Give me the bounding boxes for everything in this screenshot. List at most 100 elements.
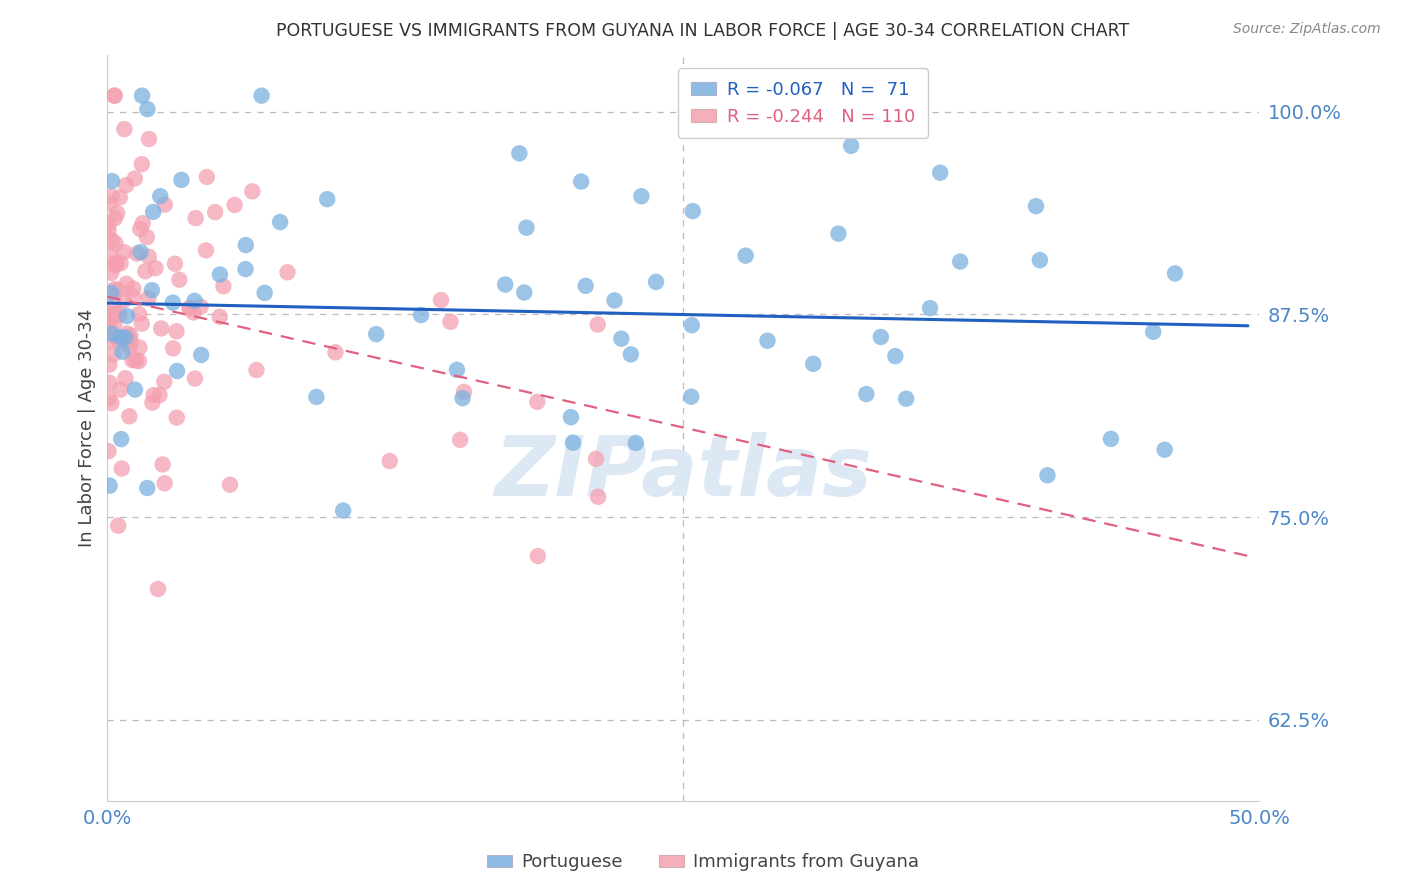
- Point: [103, 299, 125, 313]
- Point: [235, 262, 257, 277]
- Point: [101, 174, 124, 188]
- Point: [118, 340, 141, 354]
- Point: [110, 330, 132, 344]
- Point: [145, 261, 167, 276]
- Point: [305, 390, 328, 404]
- Point: [114, 371, 136, 385]
- Point: [112, 293, 135, 307]
- Point: [129, 245, 152, 260]
- Point: [100, 326, 122, 341]
- Point: [141, 283, 163, 297]
- Point: [111, 461, 134, 475]
- Point: [166, 324, 188, 338]
- Point: [162, 342, 184, 356]
- Point: [97, 444, 120, 458]
- Point: [195, 169, 218, 184]
- Point: [110, 256, 132, 270]
- Point: [98, 317, 121, 331]
- Point: [122, 290, 145, 304]
- Point: [97, 391, 120, 405]
- Point: [122, 282, 145, 296]
- Point: [97, 224, 120, 238]
- Point: [430, 293, 453, 307]
- Point: [624, 436, 647, 450]
- Point: [104, 308, 127, 322]
- Point: [235, 238, 257, 252]
- Point: [108, 190, 131, 204]
- Point: [560, 410, 582, 425]
- Point: [114, 330, 136, 344]
- Point: [453, 384, 475, 399]
- Text: ZIPatlas: ZIPatlas: [495, 432, 872, 513]
- Point: [128, 354, 150, 368]
- Point: [1142, 325, 1164, 339]
- Point: [146, 582, 169, 596]
- Point: [115, 326, 138, 341]
- Point: [194, 244, 217, 258]
- Point: [124, 383, 146, 397]
- Point: [112, 245, 135, 260]
- Point: [378, 454, 401, 468]
- Point: [104, 329, 127, 343]
- Point: [150, 321, 173, 335]
- Point: [1025, 199, 1047, 213]
- Y-axis label: In Labor Force | Age 30-34: In Labor Force | Age 30-34: [79, 309, 96, 547]
- Point: [141, 395, 163, 409]
- Point: [855, 387, 877, 401]
- Point: [103, 347, 125, 361]
- Point: [366, 327, 388, 342]
- Point: [97, 218, 120, 232]
- Point: [869, 330, 891, 344]
- Point: [884, 349, 907, 363]
- Point: [1036, 468, 1059, 483]
- Point: [449, 433, 471, 447]
- Point: [184, 371, 207, 385]
- Point: [108, 308, 131, 322]
- Point: [120, 328, 142, 343]
- Point: [929, 166, 952, 180]
- Point: [681, 318, 703, 333]
- Legend: Portuguese, Immigrants from Guyana: Portuguese, Immigrants from Guyana: [479, 847, 927, 879]
- Point: [104, 211, 127, 226]
- Point: [131, 157, 153, 171]
- Point: [208, 268, 231, 282]
- Point: [325, 345, 347, 359]
- Point: [104, 88, 127, 103]
- Point: [112, 122, 135, 136]
- Point: [276, 265, 298, 279]
- Point: [142, 388, 165, 402]
- Text: Source: ZipAtlas.com: Source: ZipAtlas.com: [1233, 22, 1381, 37]
- Point: [332, 503, 354, 517]
- Point: [136, 102, 159, 116]
- Point: [610, 332, 633, 346]
- Point: [104, 236, 127, 251]
- Point: [98, 309, 121, 323]
- Point: [118, 409, 141, 424]
- Point: [120, 334, 142, 348]
- Point: [949, 254, 972, 268]
- Point: [148, 388, 170, 402]
- Point: [98, 478, 121, 492]
- Point: [190, 300, 212, 314]
- Point: [586, 318, 609, 332]
- Point: [179, 301, 201, 315]
- Point: [183, 305, 205, 319]
- Point: [179, 301, 201, 316]
- Point: [97, 334, 120, 349]
- Point: [212, 279, 235, 293]
- Point: [204, 205, 226, 219]
- Point: [515, 220, 537, 235]
- Point: [100, 307, 122, 321]
- Point: [190, 348, 212, 362]
- Point: [183, 293, 205, 308]
- Point: [136, 481, 159, 495]
- Point: [100, 249, 122, 263]
- Point: [513, 285, 536, 300]
- Point: [645, 275, 668, 289]
- Point: [103, 317, 125, 331]
- Point: [108, 335, 131, 350]
- Point: [129, 222, 152, 236]
- Point: [162, 295, 184, 310]
- Point: [149, 189, 172, 203]
- Point: [184, 211, 207, 225]
